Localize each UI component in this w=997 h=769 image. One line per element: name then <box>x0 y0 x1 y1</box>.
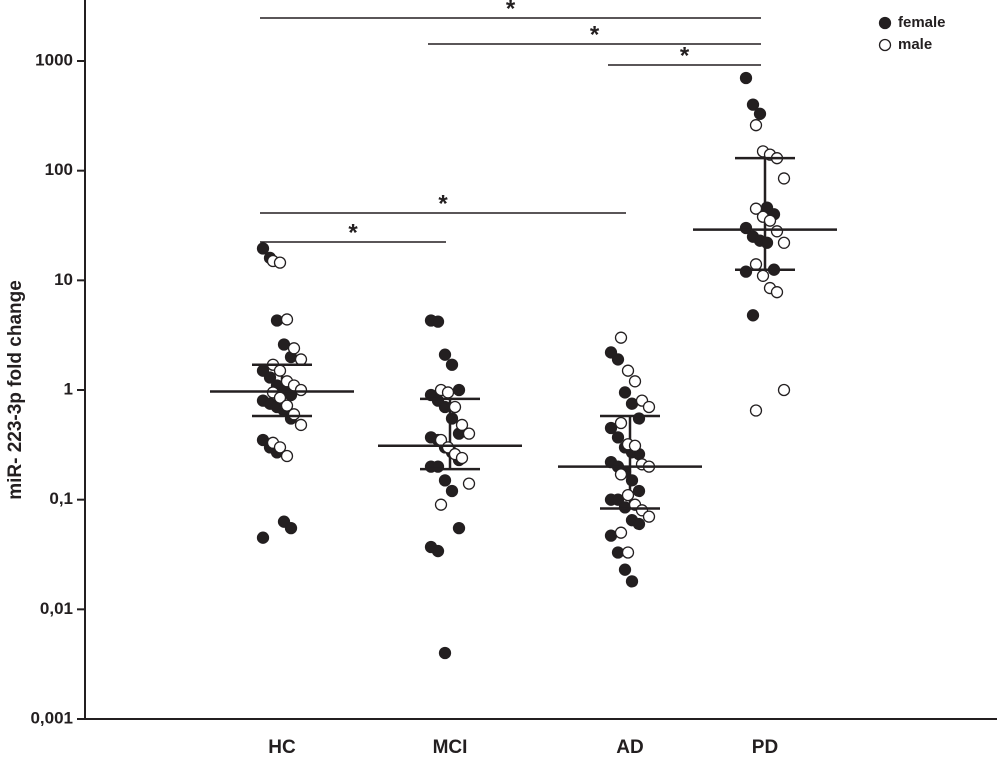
data-point <box>280 313 294 326</box>
data-point <box>756 269 770 282</box>
significance-label: * <box>348 219 358 246</box>
data-point <box>625 575 639 588</box>
data-point <box>770 225 784 238</box>
legend-marker <box>878 16 892 30</box>
data-point <box>614 468 628 481</box>
data-point <box>746 98 760 111</box>
legend-marker <box>878 38 892 52</box>
data-point <box>611 353 625 366</box>
data-point <box>642 510 656 523</box>
data-point <box>760 236 774 249</box>
data-point <box>452 521 466 535</box>
significance-label: * <box>590 21 600 48</box>
data-point <box>438 348 452 361</box>
data-point <box>632 517 646 531</box>
data-point <box>273 441 287 454</box>
data-point <box>621 364 635 377</box>
data-point <box>280 399 294 412</box>
y-tick-label: 1000 <box>35 50 73 69</box>
data-point <box>448 400 462 414</box>
data-point <box>632 484 646 498</box>
data-point <box>431 460 445 473</box>
data-point <box>445 484 459 498</box>
y-tick-label: 0,1 <box>49 489 73 508</box>
data-point <box>284 521 298 535</box>
data-point <box>294 383 308 397</box>
data-point <box>604 529 618 542</box>
data-point <box>462 427 476 440</box>
data-point <box>434 498 448 511</box>
data-point <box>431 315 445 328</box>
data-point <box>611 493 625 506</box>
y-tick-label: 10 <box>54 270 73 289</box>
data-point <box>441 386 455 399</box>
y-axis-label: miR- 223-3p fold change <box>5 280 26 500</box>
data-point <box>604 421 618 435</box>
y-tick-label: 100 <box>45 160 73 179</box>
significance-label: * <box>680 42 690 69</box>
data-point <box>621 488 635 502</box>
data-point <box>625 397 639 410</box>
data-point <box>294 418 308 432</box>
data-point <box>287 342 301 355</box>
y-tick-label: 0,001 <box>30 708 73 727</box>
data-point <box>628 375 642 388</box>
data-point <box>614 416 628 430</box>
data-point <box>739 265 753 278</box>
data-point <box>273 364 287 377</box>
legend-label: female <box>898 14 946 31</box>
data-point <box>749 119 763 132</box>
x-tick-label: PD <box>752 737 778 758</box>
data-point <box>770 286 784 299</box>
data-point <box>614 331 628 344</box>
y-tick-label: 1 <box>64 379 73 398</box>
data-point <box>777 172 791 185</box>
data-point <box>287 408 301 421</box>
data-point <box>277 338 291 351</box>
data-point <box>431 544 445 558</box>
data-point <box>749 202 763 215</box>
data-point <box>618 386 632 399</box>
data-point <box>625 474 639 487</box>
data-point <box>621 546 635 559</box>
data-point <box>749 404 763 417</box>
data-point <box>628 439 642 452</box>
data-point <box>618 563 632 576</box>
data-point <box>642 400 656 414</box>
legend-label: male <box>898 36 932 53</box>
significance-label: * <box>506 0 516 22</box>
data-point <box>611 431 625 444</box>
data-point <box>273 256 287 269</box>
data-point <box>614 526 628 539</box>
data-point <box>763 214 777 227</box>
data-point <box>739 71 753 85</box>
data-point <box>280 449 294 463</box>
data-point <box>270 314 284 327</box>
data-point <box>438 474 452 487</box>
data-point <box>632 412 646 425</box>
data-point <box>438 646 452 660</box>
data-point <box>445 358 459 371</box>
data-point <box>777 383 791 397</box>
data-point <box>256 242 270 255</box>
x-tick-label: MCI <box>433 737 468 758</box>
data-point <box>294 353 308 366</box>
data-point <box>455 451 469 465</box>
data-point <box>746 309 760 322</box>
y-tick-label: 0,01 <box>40 599 73 618</box>
data-point <box>753 107 767 120</box>
data-point <box>749 258 763 271</box>
significance-label: * <box>438 190 448 217</box>
x-tick-label: HC <box>268 737 296 758</box>
data-point <box>452 383 466 397</box>
data-point <box>256 531 270 544</box>
data-point <box>263 371 277 384</box>
data-point <box>611 546 625 559</box>
data-point <box>777 236 791 249</box>
data-point <box>445 412 459 425</box>
data-point <box>455 418 469 432</box>
data-point <box>462 477 476 490</box>
x-tick-label: AD <box>616 737 643 758</box>
